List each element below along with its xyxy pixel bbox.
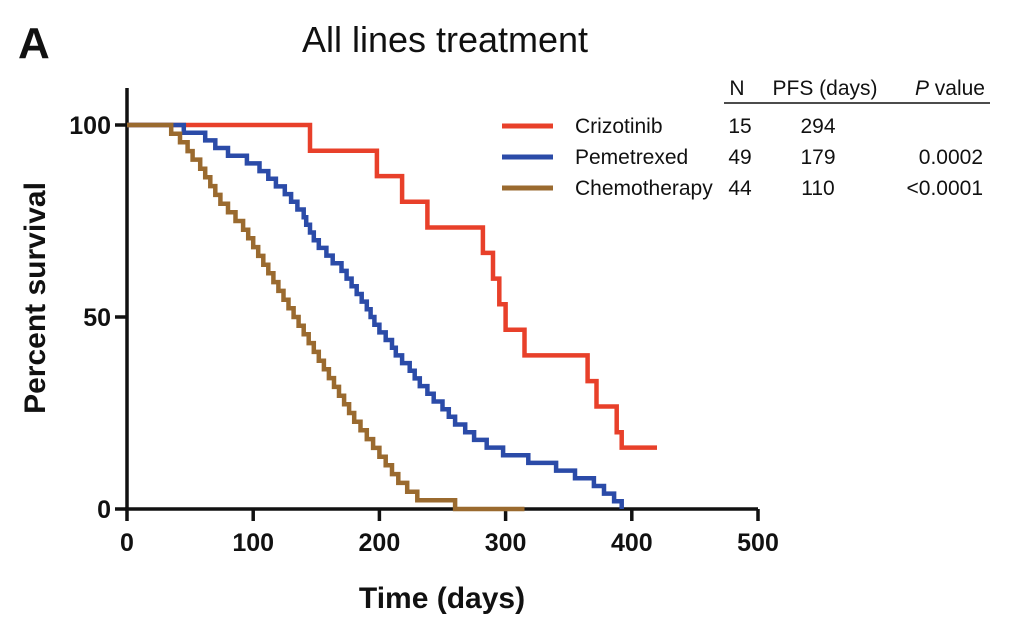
series-line-pemetrexed: [127, 122, 624, 509]
table-header-p: P value: [915, 77, 985, 100]
series-line-chemotherapy: [127, 122, 525, 512]
chart-title: All lines treatment: [302, 19, 588, 60]
x-tick-label: 100: [232, 529, 274, 557]
x-tick-label: 400: [611, 529, 653, 557]
table-n-pemetrexed: 49: [728, 146, 751, 169]
panel-label: A: [18, 19, 50, 68]
y-tick-label: 0: [97, 496, 111, 524]
table-header-pfs: PFS (days): [772, 77, 877, 100]
table-p-chemotherapy: <0.0001: [907, 177, 984, 200]
series-line-crizotinib: [127, 122, 657, 450]
table-n-crizotinib: 15: [728, 115, 751, 138]
x-tick-label: 200: [359, 529, 401, 557]
legend-table: N PFS (days) P value Crizotinib 15 294 Peme…: [502, 77, 990, 200]
x-tick-label: 500: [737, 529, 779, 557]
table-n-chemotherapy: 44: [728, 177, 752, 200]
table-header-p-rest: value: [929, 77, 985, 100]
y-tick-label: 50: [83, 304, 111, 332]
table-header-p-italic: P: [915, 77, 929, 100]
table-header-n: N: [729, 77, 744, 100]
table-pfs-pemetrexed: 179: [800, 146, 835, 169]
legend-label-chemotherapy: Chemotherapy: [575, 177, 713, 200]
table-p-pemetrexed: 0.0002: [919, 146, 983, 169]
legend-label-pemetrexed: Pemetrexed: [575, 146, 688, 169]
table-pfs-crizotinib: 294: [800, 115, 835, 138]
axes: [125, 88, 758, 511]
legend-rows: Crizotinib 15 294 Pemetrexed 49 179 0.0002 Chem…: [502, 115, 983, 200]
x-tick-label: 300: [485, 529, 527, 557]
table-pfs-chemotherapy: 110: [801, 177, 834, 200]
x-ticks: 0 100 200 300 400 500: [120, 509, 779, 557]
y-tick-label: 100: [69, 112, 111, 140]
y-axis-title: Percent survival: [19, 182, 52, 414]
x-axis-title: Time (days): [359, 582, 525, 615]
legend-label-crizotinib: Crizotinib: [575, 115, 663, 138]
y-ticks: 0 50 100: [69, 112, 127, 524]
survival-curves: [127, 122, 657, 512]
x-tick-label: 0: [120, 529, 134, 557]
